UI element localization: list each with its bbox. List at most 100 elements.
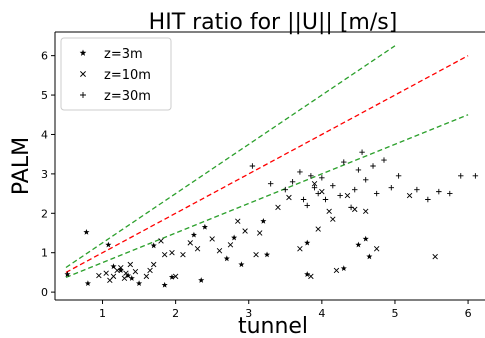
data-point (311, 184, 318, 191)
data-point (114, 267, 120, 274)
data-point (381, 157, 387, 163)
data-point (263, 251, 271, 258)
x-tick-label: 3 (245, 307, 252, 320)
data-point (110, 263, 117, 270)
data-point (308, 173, 314, 179)
data-point (340, 265, 347, 272)
data-point (315, 190, 321, 197)
data-point (147, 267, 153, 274)
data-point (84, 280, 91, 287)
data-point (161, 251, 168, 258)
chart-title: HIT ratio for ||U|| [m/s] (149, 10, 398, 35)
data-point (223, 255, 230, 262)
data-point (311, 181, 318, 187)
data-point (123, 270, 129, 276)
reference-lines (65, 45, 469, 278)
y-tick-label: 4 (41, 128, 48, 141)
legend: z=3m z=10m z=30m (60, 37, 172, 111)
data-point (110, 273, 117, 280)
x-tick-label: 4 (318, 307, 325, 320)
data-point (161, 281, 168, 288)
data-point (286, 194, 292, 201)
data-point (253, 251, 259, 258)
data-point (216, 248, 223, 254)
legend-marker (80, 71, 86, 77)
data-point (337, 192, 343, 199)
data-point (127, 261, 134, 268)
data-point (373, 246, 380, 252)
data-point (366, 253, 373, 260)
data-point (341, 159, 347, 165)
data-point (168, 273, 176, 280)
data-point (308, 273, 314, 280)
y-tick-label: 5 (41, 89, 48, 102)
data-point (373, 190, 380, 197)
data-point (150, 242, 157, 249)
data-point (447, 190, 453, 197)
legend-label: z=10m (104, 68, 151, 83)
y-tick-label: 3 (41, 168, 48, 181)
data-point (304, 271, 311, 277)
data-point (472, 173, 479, 179)
data-point (322, 196, 329, 203)
y-tick-label: 6 (41, 50, 48, 63)
legend-label: z=3m (104, 47, 143, 62)
data-point (64, 271, 71, 277)
data-point (150, 261, 157, 268)
data-points (64, 149, 479, 288)
data-point (330, 216, 336, 222)
data-point (297, 246, 303, 252)
reference-line (65, 45, 396, 269)
data-point (304, 202, 310, 209)
y-tick-label: 2 (41, 207, 48, 220)
data-point (249, 163, 256, 169)
data-point (242, 228, 248, 234)
data-point (231, 234, 238, 241)
data-point (201, 223, 208, 230)
data-point (198, 277, 205, 283)
data-point (267, 181, 274, 187)
data-point (304, 239, 311, 246)
data-point (432, 253, 438, 260)
data-point (105, 241, 112, 248)
data-point (315, 226, 321, 232)
data-point (289, 179, 296, 185)
data-point (235, 218, 241, 224)
data-point (355, 167, 362, 173)
legend-marker (79, 49, 87, 56)
data-point (388, 184, 395, 191)
legend-label: z=30m (104, 89, 151, 104)
data-point (96, 272, 102, 279)
y-tick-label: 0 (41, 286, 48, 299)
data-point (300, 196, 307, 203)
data-point (297, 169, 303, 175)
data-point (143, 273, 150, 280)
data-point (194, 246, 201, 252)
data-point (117, 267, 124, 274)
data-point (227, 242, 234, 248)
data-point (359, 149, 365, 155)
series-x (96, 181, 438, 284)
data-point (238, 261, 245, 268)
data-point (355, 241, 362, 248)
data-point (362, 177, 369, 183)
data-point (319, 175, 325, 181)
series-plus (249, 149, 479, 211)
series-star (64, 217, 373, 288)
data-point (103, 270, 109, 276)
data-point (348, 204, 354, 211)
data-point (121, 275, 128, 282)
data-point (333, 267, 340, 274)
data-point (158, 238, 164, 244)
data-point (344, 192, 351, 199)
data-point (352, 186, 358, 193)
x-axis-label: tunnel (238, 314, 308, 338)
data-point (180, 251, 186, 258)
data-point (128, 275, 135, 281)
y-tick-label: 1 (41, 247, 48, 260)
data-point (362, 235, 369, 242)
data-point (172, 273, 179, 280)
data-point (260, 217, 267, 224)
x-tick-label: 6 (465, 307, 472, 320)
